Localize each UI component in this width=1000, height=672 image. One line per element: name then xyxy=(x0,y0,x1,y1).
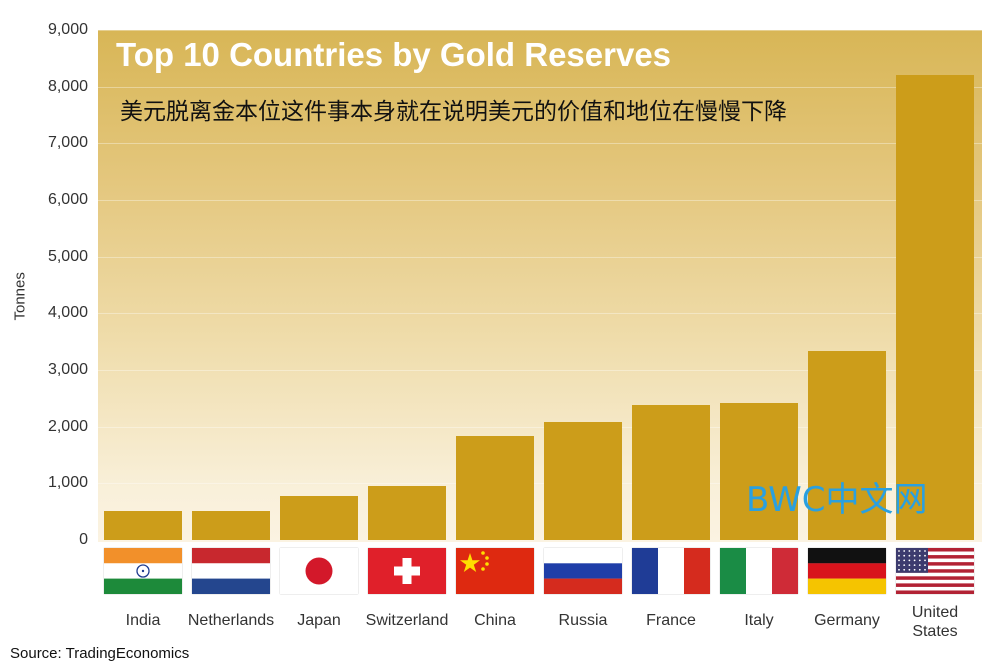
y-tick-label: 6,000 xyxy=(47,191,88,208)
source-note: Source: TradingEconomics xyxy=(10,645,190,662)
united-states-flag-icon xyxy=(896,548,974,594)
x-tick-label: India xyxy=(125,612,161,629)
gridline xyxy=(98,483,982,485)
china-flag-icon xyxy=(456,548,534,594)
gridline xyxy=(98,86,982,88)
y-tick-label: 4,000 xyxy=(47,304,88,322)
chart-subtitle: 美元脱离金本位这件事本身就在说明美元的价值和地位在慢慢下降 xyxy=(120,99,787,125)
y-tick-label: 2,000 xyxy=(47,417,88,435)
chart-title: Top 10 Countries by Gold Reserves xyxy=(116,36,672,73)
india-flag-icon xyxy=(104,548,182,594)
bar-france xyxy=(632,405,710,540)
y-tick-label: 3,000 xyxy=(47,361,88,378)
bar-italy xyxy=(720,402,798,540)
x-tick-label: China xyxy=(474,612,516,629)
germany-flag-icon xyxy=(808,548,886,594)
x-tick-label: Russia xyxy=(558,612,608,629)
x-tick-label: United States xyxy=(911,604,959,640)
bar-india xyxy=(104,510,182,540)
gridline xyxy=(98,143,982,145)
x-tick-label: Switzerland xyxy=(365,612,449,629)
x-tick-label: Japan xyxy=(297,612,341,629)
switzerland-flag-icon xyxy=(368,548,446,594)
y-tick-label: 8,000 xyxy=(47,77,88,95)
y-tick-label: 9,000 xyxy=(47,21,88,38)
bar-russia xyxy=(544,422,622,540)
x-tick-label: Netherlands xyxy=(187,612,275,629)
bar-china xyxy=(456,436,534,540)
y-tick-label: 0 xyxy=(79,531,88,548)
gridline xyxy=(98,256,982,258)
y-tick-label: 7,000 xyxy=(47,134,88,152)
y-axis-label: Tonnes xyxy=(11,272,29,321)
bar-netherlands xyxy=(192,511,270,540)
x-tick-label: France xyxy=(646,612,696,629)
x-tick-label: Germany xyxy=(814,612,880,629)
x-tick-label: Italy xyxy=(744,612,774,629)
gridline xyxy=(98,30,982,31)
gridline xyxy=(98,200,982,201)
italy-flag-icon xyxy=(720,548,798,594)
y-tick-label: 1,000 xyxy=(47,474,88,492)
watermark: BWC中文网 xyxy=(746,480,928,520)
russia-flag-icon xyxy=(544,548,622,594)
netherlands-flag-icon xyxy=(192,548,270,594)
france-flag-icon xyxy=(632,548,710,594)
japan-flag-icon xyxy=(280,548,358,594)
gridline xyxy=(98,370,982,371)
y-tick-label: 5,000 xyxy=(47,247,88,265)
gridline xyxy=(98,313,982,315)
bar-switzerland xyxy=(368,485,446,540)
bar-japan xyxy=(280,496,358,540)
gridline xyxy=(98,426,982,428)
bar-germany xyxy=(808,350,886,540)
bar-united-states xyxy=(896,75,974,540)
